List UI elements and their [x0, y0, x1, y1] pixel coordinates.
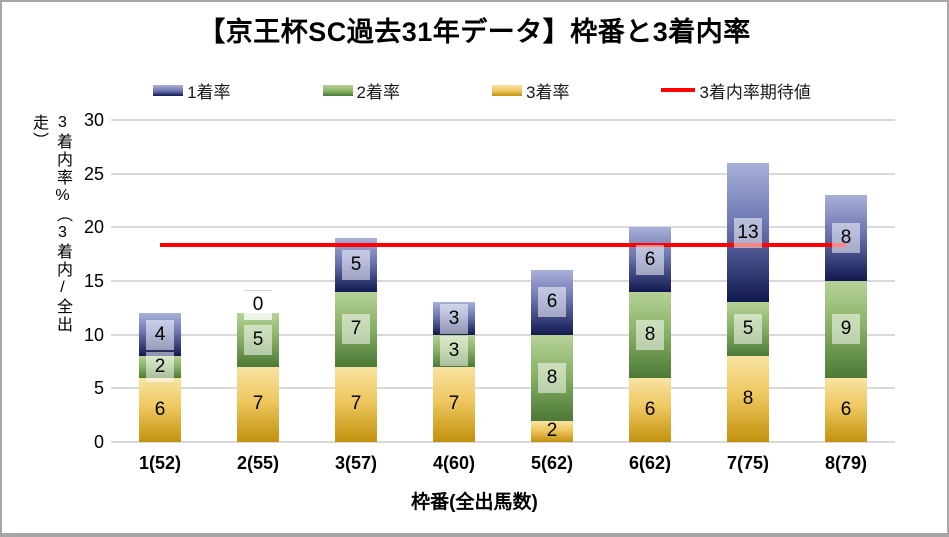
x-axis-title: 枠番(全出馬数) — [411, 492, 538, 513]
legend-label: 1着率 — [187, 82, 231, 102]
gridline — [111, 333, 895, 336]
bar-segment — [237, 366, 279, 442]
bar-value-label: 7 — [252, 393, 264, 415]
bar-segment — [727, 356, 769, 442]
chart-title: 【京王杯SC過去31年データ】枠番と3着内率 — [198, 17, 751, 47]
bar-value-label: 8 — [636, 319, 664, 350]
legend-item-expected-line: 3着内率期待値 — [661, 78, 811, 103]
bar-segment — [335, 366, 377, 442]
first-place-swatch-icon — [153, 84, 184, 96]
y-tick-label: 30 — [83, 110, 104, 130]
legend-label: 3着内率期待値 — [699, 82, 811, 102]
legend-item-first-place: 1着率 — [153, 78, 231, 103]
y-tick-label: 25 — [83, 163, 104, 184]
bar-value-label: 7 — [350, 393, 362, 415]
bar-value-label: 5 — [244, 325, 272, 356]
x-tick-label: 5(62) — [530, 453, 574, 473]
legend: 1着率 2着率 3着率 3着内率期待値 — [42, 76, 922, 104]
x-tick-label: 7(75) — [726, 453, 770, 473]
legend-label: 2着率 — [356, 82, 400, 102]
legend-item-third-place: 3着率 — [492, 78, 569, 103]
y-tick-label: 0 — [93, 432, 104, 452]
bar-value-label: 8 — [742, 388, 754, 410]
x-tick-label: 3(57) — [334, 453, 378, 473]
bar-segment — [139, 377, 181, 442]
y-tick-label: 15 — [83, 271, 104, 291]
gridline — [111, 441, 895, 443]
bar-segment — [629, 377, 671, 442]
second-place-swatch-icon — [322, 84, 353, 96]
y-axis-title: 3着内率%（3着内/全出走） — [30, 114, 71, 334]
expected-line-swatch-icon — [661, 88, 696, 92]
third-place-swatch-icon — [492, 84, 522, 96]
bar-value-label: 2 — [146, 351, 174, 382]
gridline — [111, 280, 895, 282]
bar-value-label: 5 — [342, 249, 370, 280]
bar-value-label: 6 — [154, 398, 166, 420]
gridline — [111, 387, 895, 390]
gridline — [111, 226, 895, 229]
bar-segment — [531, 420, 573, 442]
bar-value-label: 4 — [146, 319, 174, 350]
bar-segment — [825, 377, 867, 442]
legend-label: 3着率 — [526, 82, 570, 102]
y-tick-label: 10 — [83, 324, 104, 345]
x-tick-label: 6(62) — [628, 453, 672, 473]
bar-value-label: 6 — [644, 398, 656, 420]
bar-value-label: 6 — [538, 287, 566, 318]
gridline — [111, 172, 895, 175]
y-tick-label: 20 — [83, 217, 104, 238]
x-tick-label: 8(79) — [824, 453, 868, 473]
bar-value-label: 2 — [546, 420, 558, 442]
bar-value-label: 3 — [440, 303, 468, 334]
bar-value-label: 8 — [832, 223, 860, 254]
bar-value-label: 13 — [734, 217, 762, 248]
bar-value-label: 7 — [342, 314, 370, 345]
bar-value-label: 8 — [538, 362, 566, 393]
bar-value-label: 3 — [440, 335, 468, 366]
expected-line — [160, 242, 846, 247]
bar-value-label: 6 — [840, 398, 852, 420]
bar-value-label: 5 — [734, 314, 762, 345]
bar-segment — [433, 366, 475, 442]
x-tick-label: 1(52) — [138, 453, 182, 473]
x-tick-label: 2(55) — [236, 453, 280, 473]
legend-item-second-place: 2着率 — [322, 78, 400, 103]
bar-value-label: 9 — [832, 314, 860, 345]
bar-value-label: 6 — [636, 244, 664, 275]
x-tick-label: 4(60) — [432, 453, 476, 473]
plot-area: 6 2 4 7 5 0 7 7 5 7 3 3 2 8 6 6 8 6 8 5 13 6 9 8 — [111, 119, 895, 443]
gridline — [111, 119, 895, 121]
bar-value-label: 0 — [244, 290, 272, 321]
y-tick-label: 5 — [93, 378, 104, 399]
bar-value-label: 7 — [448, 393, 460, 415]
